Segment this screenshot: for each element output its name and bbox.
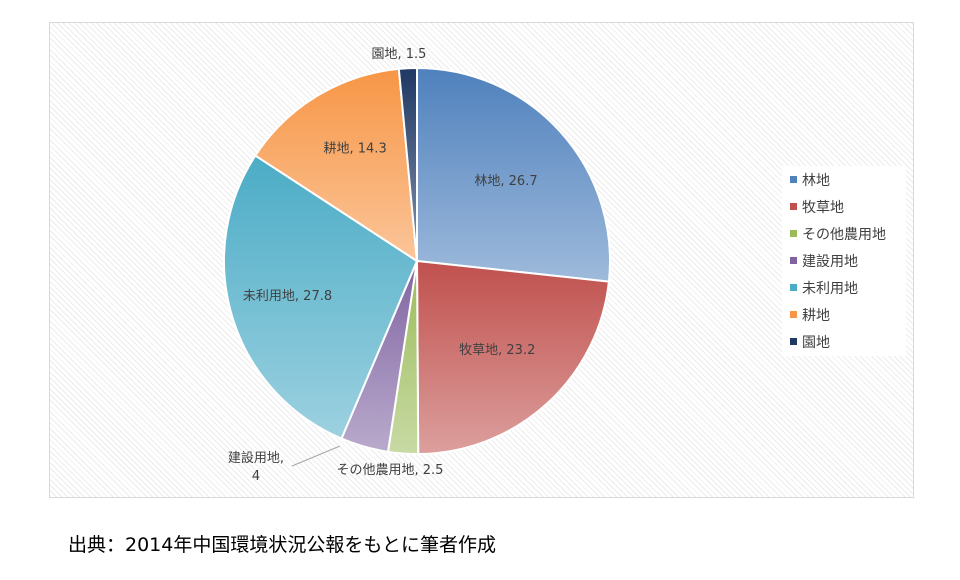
legend-item-6: 耕地 — [790, 301, 906, 328]
legend-item-2: 牧草地 — [790, 193, 906, 220]
legend-label: 建設用地 — [802, 253, 858, 270]
legend-label: 牧草地 — [802, 199, 844, 216]
data-label-3: その他農用地, 2.5 — [337, 463, 444, 478]
legend-swatch — [790, 284, 797, 291]
legend-swatch — [790, 338, 797, 345]
legend-label: 未利用地 — [802, 280, 858, 297]
data-label-4: 建設用地, 4 — [228, 450, 284, 484]
legend-swatch — [790, 230, 797, 237]
legend-swatch — [790, 203, 797, 210]
legend-swatch — [790, 311, 797, 318]
legend-item-3: その他農用地 — [790, 220, 906, 247]
pie-slice-2 — [415, 259, 611, 456]
legend-label: その他農用地 — [802, 226, 886, 243]
pie-slices — [223, 66, 611, 456]
legend-label: 園地 — [802, 334, 830, 351]
data-label-1: 林地, 26.7 — [474, 174, 537, 189]
data-label-6: 耕地, 14.3 — [324, 141, 387, 157]
leader-lines — [291, 445, 341, 467]
legend-swatch — [790, 257, 797, 264]
data-label-2: 牧草地, 23.2 — [459, 343, 535, 358]
legend-item-7: 園地 — [790, 328, 906, 355]
leader-line-4 — [291, 445, 341, 467]
pie-slice-7 — [397, 66, 418, 262]
legend-item-5: 未利用地 — [790, 274, 906, 301]
data-label-5: 未利用地, 27.8 — [243, 289, 332, 304]
legend-label: 林地 — [802, 172, 830, 189]
legend-item-4: 建設用地 — [790, 247, 906, 274]
pie-slice-6 — [253, 67, 419, 263]
pie-slice-1 — [416, 66, 611, 283]
data-labels: 林地, 26.7 牧草地, 23.2 その他農用地, 2.5 建設用地, 4 未利用地, … — [228, 47, 538, 484]
legend-label: 耕地 — [802, 307, 830, 324]
legend: 林地牧草地その他農用地 建設用地未利用地耕地園地 — [782, 166, 906, 356]
pie-slice-5 — [223, 154, 419, 440]
legend-swatch — [790, 176, 797, 183]
legend-item-1: 林地 — [790, 166, 906, 193]
source-note: 出典：2014年中国環境状況公報をもとに筆者作成 — [68, 534, 496, 556]
data-label-7: 園地, 1.5 — [372, 47, 427, 62]
